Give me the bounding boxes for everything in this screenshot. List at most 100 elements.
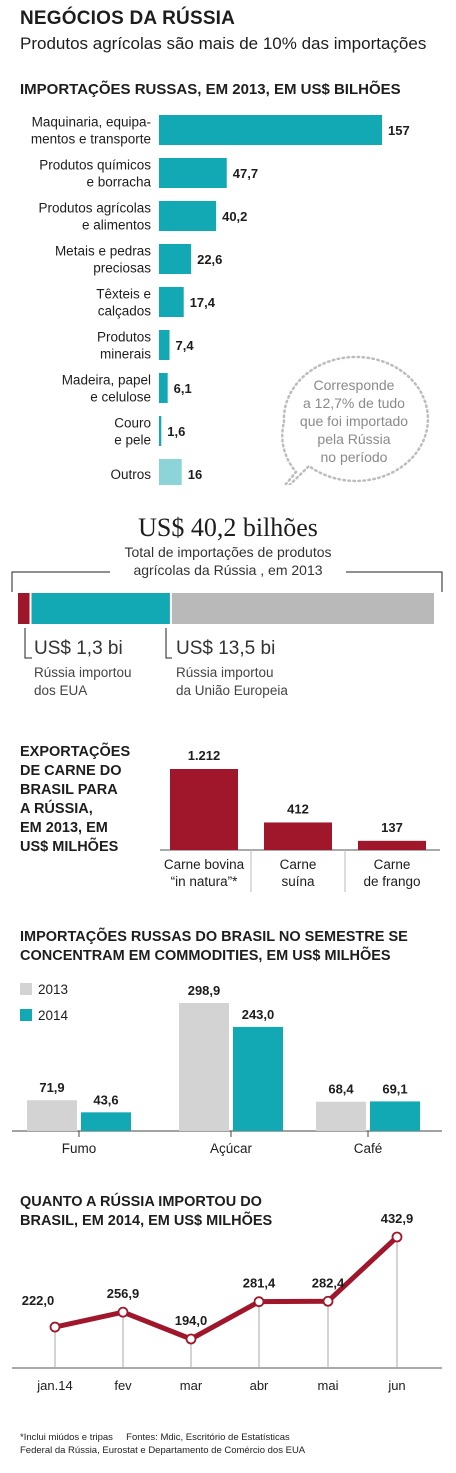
- chart3-title: A RÚSSIA,: [20, 799, 93, 817]
- bar: [358, 840, 426, 850]
- bar: [159, 158, 227, 188]
- data-point: [117, 1306, 129, 1318]
- point-value-label: 432,9: [381, 1211, 414, 1226]
- series-line: [54, 1235, 399, 1342]
- segment-caption: da União Europeia: [176, 683, 288, 698]
- point-value-label: 194,0: [175, 1313, 208, 1328]
- category-label: mentos e transporte: [31, 132, 151, 147]
- category-label: Couro: [114, 416, 151, 431]
- bar-value-label: 17,4: [190, 295, 216, 310]
- chart1-svg: 157 Maquinaria, equipa-mentos e transport…: [31, 115, 430, 485]
- chart5-title: BRASIL, EM 2014, EM US$ MILHÕES: [20, 1211, 273, 1229]
- x-tick-label: mar: [180, 1378, 203, 1393]
- data-point: [391, 1231, 403, 1243]
- category-label: suína: [281, 874, 315, 889]
- bar: [159, 416, 162, 446]
- category-label: Produtos químicos: [39, 158, 151, 173]
- bar-value-label: 298,9: [188, 983, 221, 998]
- category-label: Açúcar: [210, 1141, 253, 1156]
- bar-value-label: 16: [188, 467, 202, 482]
- data-point: [253, 1296, 265, 1308]
- data-point: [185, 1333, 197, 1345]
- legend-swatch: [20, 1009, 32, 1021]
- bar-value-label: 47,7: [233, 166, 258, 181]
- point-value-label: 256,9: [107, 1286, 140, 1301]
- category-label: e pele: [114, 433, 151, 448]
- bracket-right: [346, 571, 443, 592]
- category-label: Metais e pedras: [55, 244, 151, 259]
- x-tick-label: mai: [318, 1378, 339, 1393]
- footer-sources-1: Fontes: Mdic, Escritório de Estatísticas: [126, 1432, 290, 1443]
- annotation-text: que foi importado: [300, 413, 408, 429]
- bar-value-label: 7,4: [176, 338, 195, 353]
- x-tick-label: jun: [387, 1378, 405, 1393]
- footer-sources-2: Federal da Rússia, Eurostat e Departamen…: [20, 1445, 306, 1456]
- bar: [370, 1101, 420, 1131]
- bar: [159, 330, 170, 360]
- legend-label: 2014: [38, 1008, 69, 1023]
- stack-segment: [18, 593, 30, 624]
- segment-caption: dos EUA: [34, 683, 87, 698]
- annotation-text: no período: [321, 449, 388, 465]
- annotation-text: a 12,7% de tudo: [303, 395, 405, 411]
- annotation-bubble: [281, 355, 430, 485]
- bar-value-label: 69,1: [382, 1081, 407, 1096]
- category-label: Carne bovina: [164, 857, 245, 872]
- category-label: Maquinaria, equipa-: [32, 115, 151, 130]
- category-label: de frango: [363, 874, 420, 889]
- category-label: Produtos: [97, 330, 151, 345]
- callout-line: [165, 628, 172, 659]
- category-label: e borracha: [86, 175, 151, 190]
- category-label: Produtos agrícolas: [38, 201, 151, 216]
- stack-segment: [171, 593, 434, 624]
- bar: [264, 822, 332, 850]
- bracket-left: [11, 571, 110, 592]
- bar-value-label: 137: [381, 820, 403, 835]
- legend-swatch: [20, 983, 32, 995]
- footer: *Inclui miúdos e tripas Fontes: Mdic, Es…: [20, 1431, 305, 1457]
- chart2-subtitle: Total de importações de produtos: [124, 544, 331, 560]
- bar: [159, 244, 192, 274]
- bar-value-label: 1.212: [188, 748, 221, 763]
- category-label: calçados: [98, 304, 152, 319]
- bar-value-label: 412: [287, 801, 309, 816]
- category-label: Outros: [110, 467, 151, 482]
- x-tick-label: fev: [114, 1378, 132, 1393]
- segment-caption: Rússia importou: [176, 665, 274, 680]
- category-label: preciosas: [93, 261, 151, 276]
- chart3-title: US$ MILHÕES: [20, 837, 119, 855]
- page-subtitle: Produtos agrícolas são mais de 10% das i…: [20, 34, 427, 53]
- bar: [170, 769, 238, 850]
- chart4-svg: IMPORTAÇÕES RUSSAS DO BRASIL NO SEMESTRE…: [12, 927, 442, 1156]
- bar-value-label: 1,6: [167, 424, 185, 439]
- chart4-title: IMPORTAÇÕES RUSSAS DO BRASIL NO SEMESTRE…: [20, 927, 408, 945]
- point-value-label: 222,0: [22, 1293, 55, 1308]
- bar: [27, 1100, 77, 1131]
- category-label: minerais: [100, 347, 151, 362]
- chart2-svg: Total de importações de produtos agrícola…: [11, 544, 443, 698]
- bar-value-label: 243,0: [242, 1007, 275, 1022]
- chart4-title: CONCENTRAM EM COMMODITIES, EM US$ MILHÕE…: [20, 946, 391, 964]
- bar: [159, 459, 182, 485]
- stack-segment: [31, 593, 170, 624]
- bar-value-label: 43,6: [93, 1092, 118, 1107]
- annotation-text: pela Rússia: [317, 431, 390, 447]
- category-label: Têxteis e: [96, 287, 151, 302]
- bar: [81, 1112, 131, 1131]
- category-label: Café: [354, 1141, 383, 1156]
- page-title: NEGÓCIOS DA RÚSSIA: [20, 8, 236, 29]
- category-label: Carne: [374, 857, 411, 872]
- bar: [159, 115, 382, 145]
- category-label: Carne: [280, 857, 317, 872]
- segment-label: US$ 13,5 bi: [176, 638, 275, 659]
- bar: [159, 287, 184, 317]
- bar: [159, 201, 217, 231]
- chart3-title: EXPORTAÇÕES: [20, 742, 130, 760]
- bar-value-label: 22,6: [197, 252, 222, 267]
- segment-caption: Rússia importou: [34, 665, 132, 680]
- bar: [159, 373, 168, 403]
- point-value-label: 281,4: [243, 1276, 276, 1291]
- bar: [233, 1026, 283, 1131]
- point-value-label: 282,4: [312, 1275, 345, 1290]
